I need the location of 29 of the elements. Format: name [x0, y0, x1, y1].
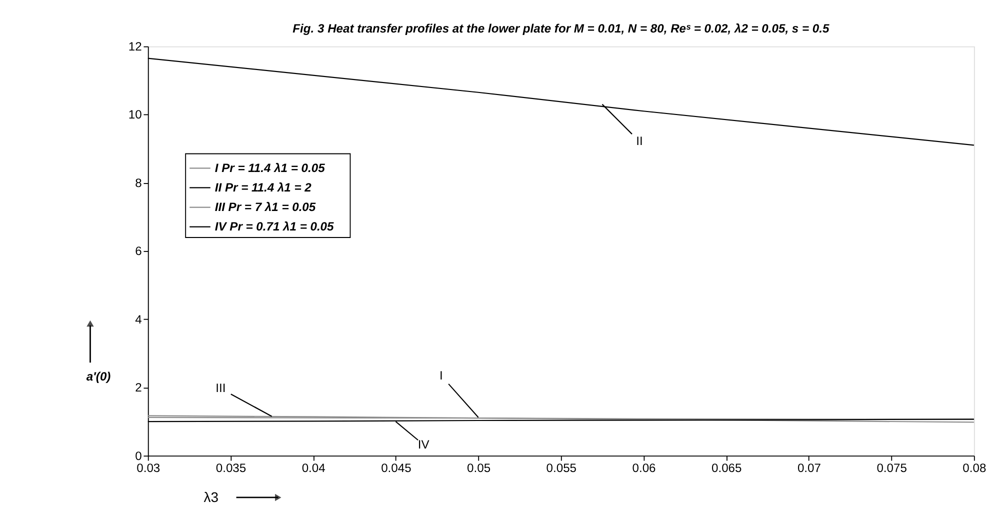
- annotation: II: [636, 134, 643, 148]
- x-tick-label: 0.05: [467, 460, 491, 475]
- x-tick-label: 0.075: [876, 460, 908, 475]
- y-tick-label: 4: [135, 312, 142, 326]
- x-axis-title: λ3: [204, 489, 219, 506]
- y-tick-label: 10: [128, 108, 142, 122]
- y-tick-label: 0: [135, 448, 142, 463]
- x-tick-label: 0.055: [546, 460, 577, 475]
- x-tick-label: 0.08: [962, 460, 986, 475]
- legend-label: II Pr = 11.4 λ1 = 2: [214, 180, 312, 194]
- legend-label: IV Pr = 0.71 λ1 = 0.05: [214, 220, 334, 234]
- y-tick-label: 12: [128, 40, 142, 54]
- chart-title: Fig. 3 Heat transfer profiles at the lower plate for M = 0.01, N = 80, Reˢ = 0.02, λ2 = 0.05, s = 0.5: [292, 21, 830, 36]
- y-axis-title: a′(0): [86, 369, 111, 384]
- x-tick-label: 0.035: [216, 460, 246, 475]
- x-tick-label: 0.07: [797, 460, 822, 475]
- legend-label: I Pr = 11.4 λ1 = 0.05: [214, 160, 326, 175]
- x-tick-label: 0.03: [136, 460, 160, 475]
- x-tick-label: 0.045: [381, 460, 412, 475]
- x-tick-label: 0.04: [302, 460, 326, 475]
- annotation: III: [216, 381, 226, 396]
- y-tick-label: 6: [135, 244, 142, 258]
- y-tick-label: 2: [135, 380, 142, 395]
- annotation: I: [439, 368, 443, 382]
- annotation: IV: [418, 437, 430, 452]
- x-tick-label: 0.06: [632, 460, 656, 475]
- legend-label: III Pr = 7 λ1 = 0.05: [214, 200, 316, 214]
- x-tick-label: 0.065: [711, 460, 742, 475]
- y-tick-label: 8: [135, 176, 142, 190]
